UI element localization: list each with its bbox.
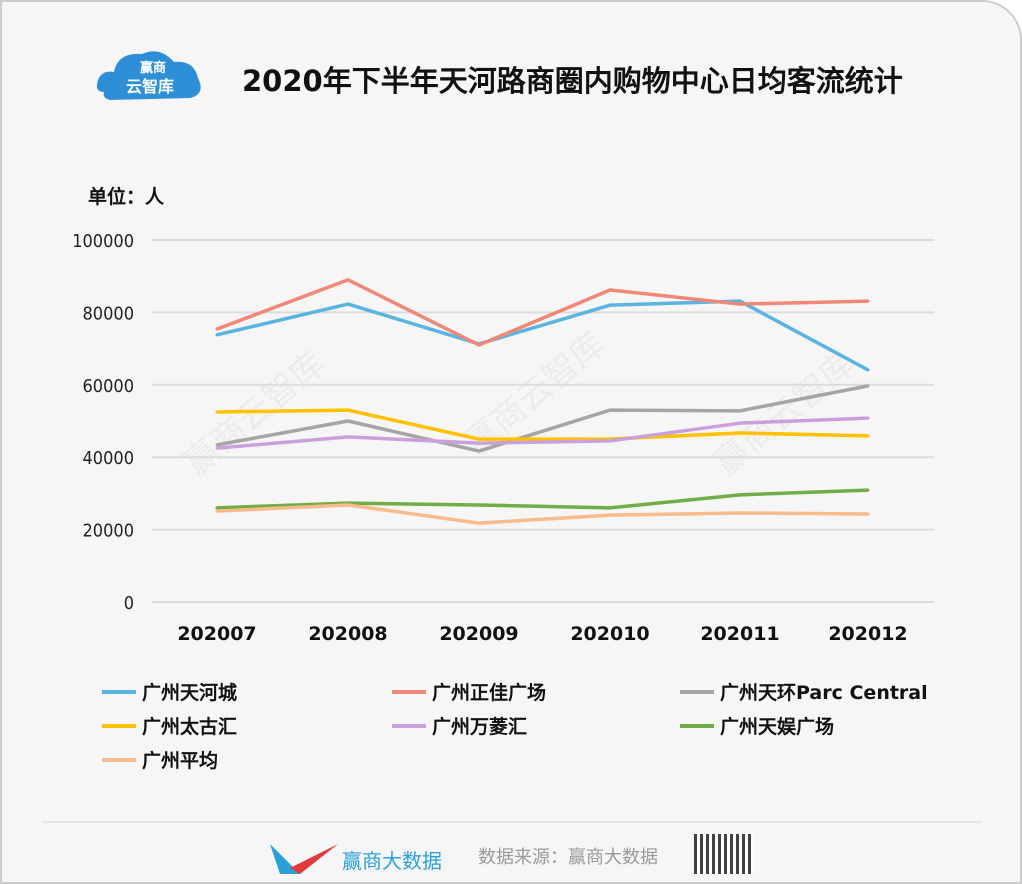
data-point	[477, 441, 481, 445]
legend-item: 广州万菱汇	[392, 712, 527, 739]
data-point	[346, 302, 350, 306]
legend-swatch	[392, 723, 426, 728]
footer-source: 数据来源：赢商大数据	[478, 847, 658, 868]
y-tick-label: 20000	[82, 521, 134, 542]
data-point	[608, 513, 612, 517]
legend-label: 广州太古汇	[142, 716, 238, 738]
data-point	[608, 288, 612, 292]
data-point	[608, 439, 612, 443]
data-point	[738, 421, 742, 425]
y-tick-label: 0	[124, 593, 134, 614]
data-point	[738, 409, 742, 413]
brand-logo-icon	[270, 844, 338, 874]
data-point	[215, 327, 219, 331]
x-tick-label: 202009	[439, 623, 518, 645]
legend-label: 广州平均	[142, 750, 219, 772]
data-point	[215, 446, 219, 450]
y-tick-label: 80000	[82, 303, 134, 324]
legend-swatch	[392, 689, 426, 694]
series-line-4	[216, 416, 869, 450]
data-point	[738, 493, 742, 497]
data-point	[477, 437, 481, 441]
y-tick-label: 40000	[82, 448, 134, 469]
logo-line1: 赢商	[140, 60, 166, 76]
footer-divider	[42, 821, 982, 823]
data-point	[608, 506, 612, 510]
data-point	[866, 416, 870, 420]
legend-item: 广州天环Parc Central	[680, 678, 928, 705]
legend-swatch	[102, 757, 136, 762]
chart-title: 2020年下半年天河路商圈内购物中心日均客流统计	[242, 64, 903, 98]
data-point	[215, 506, 219, 510]
data-point	[477, 449, 481, 453]
legend-swatch	[102, 723, 136, 728]
legend-label: 广州正佳广场	[432, 682, 547, 704]
legend-swatch	[102, 689, 136, 694]
x-tick-label: 202008	[308, 623, 387, 645]
data-point	[608, 408, 612, 412]
data-point	[215, 333, 219, 337]
unit-label: 单位：人	[88, 186, 165, 208]
x-tick-label: 202011	[700, 623, 779, 645]
y-tick-label: 100000	[72, 231, 134, 252]
data-point	[477, 521, 481, 525]
data-point	[346, 419, 350, 423]
data-point	[866, 488, 870, 492]
data-point	[215, 443, 219, 447]
data-point	[346, 278, 350, 282]
data-point	[738, 511, 742, 515]
legend-label: 广州万菱汇	[432, 716, 528, 738]
data-point	[866, 512, 870, 516]
data-point	[738, 299, 742, 303]
y-tick-label: 60000	[82, 376, 134, 397]
series-line-2	[216, 384, 869, 453]
footer-brand: 赢商大数据	[342, 849, 442, 873]
x-tick-label: 202007	[177, 623, 256, 645]
series-line-1	[216, 278, 869, 347]
qr-code	[694, 834, 754, 874]
x-tick-label: 202010	[570, 623, 649, 645]
legend-item: 广州天娱广场	[680, 712, 834, 739]
logo-line2: 云智库	[126, 77, 174, 96]
line-chart: 赢商云智库赢商云智库赢商云智库0200004000060000800001000…	[72, 231, 934, 645]
legend-item: 广州天河城	[102, 678, 237, 705]
data-point	[346, 503, 350, 507]
data-point	[215, 410, 219, 414]
legend-item: 广州太古汇	[102, 712, 237, 739]
data-point	[866, 384, 870, 388]
data-point	[608, 303, 612, 307]
data-point	[477, 503, 481, 507]
legend-label: 广州天河城	[142, 682, 238, 704]
data-point	[738, 431, 742, 435]
data-point	[346, 408, 350, 412]
legend-item: 广州平均	[102, 746, 218, 773]
series-line-6	[216, 503, 869, 525]
data-point	[738, 302, 742, 306]
legend-swatch	[680, 723, 714, 728]
series-line-0	[216, 299, 869, 372]
series-line-3	[216, 408, 869, 441]
data-point	[866, 299, 870, 303]
legend-item: 广州正佳广场	[392, 678, 546, 705]
yunzhiku-logo: 赢商 云智库	[96, 51, 201, 100]
legend-label: 广州天娱广场	[720, 716, 835, 738]
data-point	[866, 434, 870, 438]
data-point	[215, 509, 219, 513]
x-tick-label: 202012	[828, 623, 907, 645]
legend-label: 广州天环Parc Central	[720, 682, 928, 704]
data-point	[477, 343, 481, 347]
series-line-5	[216, 488, 869, 510]
data-point	[866, 368, 870, 372]
legend-swatch	[680, 689, 714, 694]
data-point	[346, 435, 350, 439]
